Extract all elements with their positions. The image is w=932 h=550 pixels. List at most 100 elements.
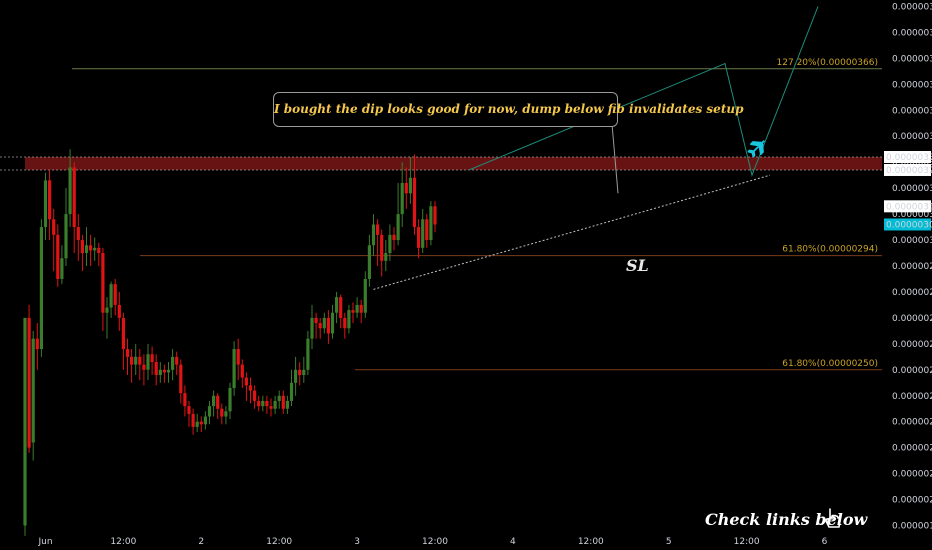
y-axis-tick: 0.00000240 [892, 392, 932, 402]
candle-body [261, 400, 265, 407]
candle-body [101, 253, 105, 313]
candle-body [162, 369, 166, 373]
candle-body [64, 214, 68, 259]
callout-connector [611, 123, 619, 194]
candle-body [343, 317, 347, 329]
y-axis-tick: 0.00000220 [892, 444, 932, 454]
trade-callout: I bought the dip looks good for now, dum… [273, 92, 743, 127]
price-tag-bg [884, 218, 931, 231]
candle-body [244, 377, 248, 386]
y-axis-tick: 0.00000200 [892, 496, 932, 506]
y-axis-tick: 0.00000230 [892, 418, 932, 428]
candle-body [158, 369, 162, 375]
y-axis-tick: 0.00000360 [892, 80, 932, 90]
candle-body [72, 167, 76, 228]
y-axis-tick: 0.00000370 [892, 54, 932, 64]
candle-body [179, 364, 183, 394]
candle-body [146, 354, 150, 370]
candle-body [203, 416, 207, 425]
y-axis-tick: 0.00000250 [892, 366, 932, 376]
candle-body [76, 227, 80, 241]
candle-body [187, 406, 191, 414]
candle-body [384, 253, 388, 261]
x-axis-tick: 12:00 [578, 537, 604, 547]
candle-body [363, 278, 367, 313]
candle-body [207, 406, 212, 417]
candle-body [52, 219, 56, 235]
y-axis-tick: 0.00000210 [892, 470, 932, 480]
candle-body [269, 406, 273, 409]
candle-body [330, 312, 335, 334]
candle-body [166, 369, 171, 373]
candle-body [43, 180, 48, 228]
candle-body [27, 317, 31, 448]
y-axis-tick: 0.00000280 [892, 288, 932, 298]
x-axis-tick: 12:00 [422, 537, 448, 547]
candle-body [322, 317, 326, 329]
candle-body [130, 356, 134, 365]
y-axis-tick: 0.00000260 [892, 340, 932, 350]
y-axis-tick: 0.00000350 [892, 106, 932, 116]
candle-body [298, 369, 302, 375]
candle-body [392, 234, 396, 241]
candle-body [248, 385, 253, 391]
candle-body [339, 297, 343, 318]
candle-body [277, 395, 281, 401]
candle-body [257, 400, 261, 407]
candle-body [142, 364, 146, 370]
price-tag-bg [884, 200, 931, 213]
price-tag-label: 0.00000332 [886, 153, 932, 163]
x-axis-tick: 4 [510, 537, 516, 547]
pointing-hand-icon [825, 508, 841, 528]
candle-body [224, 411, 228, 417]
candle-body [380, 234, 384, 261]
candle-body [109, 284, 113, 308]
candle-body [240, 364, 244, 378]
candle-body [183, 393, 187, 407]
candle-body [212, 395, 216, 407]
candle-body [429, 206, 433, 241]
y-axis-tick: 0.00000290 [892, 262, 932, 272]
candle-body [412, 177, 417, 228]
candle-body [150, 354, 154, 363]
stop-loss-label: SL [626, 256, 649, 275]
candle-body [404, 182, 408, 194]
resistance-zone [25, 157, 882, 170]
candle-body [367, 245, 371, 279]
x-axis-tick: 12:00 [266, 537, 292, 547]
candle-body [388, 234, 392, 254]
candle-body [105, 307, 109, 313]
candle-body [421, 219, 425, 248]
candle-body [80, 240, 84, 254]
candle-body [232, 349, 236, 388]
x-axis-tick: 2 [198, 537, 204, 547]
candle-body [326, 317, 330, 334]
check-links-text: Check links below [705, 510, 868, 529]
candle-body [396, 214, 400, 241]
candle-body [125, 349, 130, 357]
candle-body [306, 338, 310, 370]
candle-body [335, 297, 339, 313]
candle-body [228, 387, 232, 412]
candle-body [171, 356, 175, 370]
y-axis-tick: 0.00000300 [892, 236, 932, 246]
candle-body [318, 323, 322, 329]
y-axis-tick: 0.00000380 [892, 28, 932, 38]
candle-body [294, 369, 298, 383]
price-tag-label: 0.00000327 [886, 166, 932, 176]
candle-body [60, 258, 64, 279]
candle-body [56, 234, 60, 279]
candle-body [31, 338, 35, 443]
candle-body [236, 349, 240, 365]
candle-body [302, 369, 306, 375]
candle-body [281, 395, 285, 409]
x-axis-tick: 3 [354, 537, 360, 547]
candle-body [220, 408, 224, 417]
candle-body [265, 400, 269, 407]
projected-path [468, 6, 819, 177]
candle-body [216, 395, 220, 409]
candle-body [68, 167, 72, 215]
x-axis-tick: 5 [666, 537, 672, 547]
